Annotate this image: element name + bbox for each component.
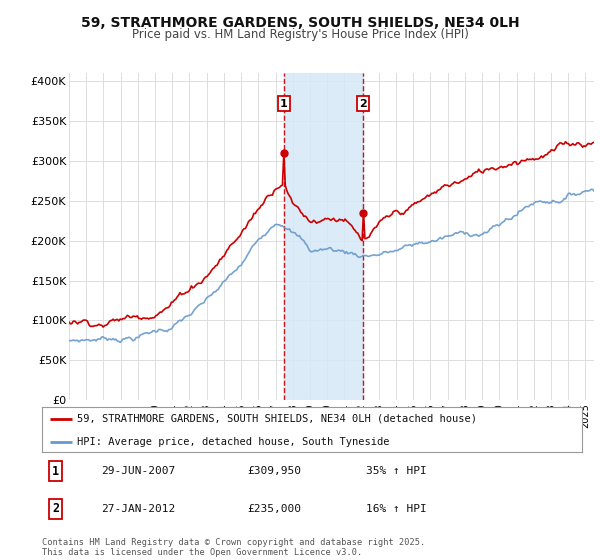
Text: 27-JAN-2012: 27-JAN-2012 [101, 504, 176, 514]
Text: 2: 2 [52, 502, 59, 515]
Text: £309,950: £309,950 [247, 466, 301, 476]
Text: 1: 1 [280, 99, 288, 109]
Text: 29-JUN-2007: 29-JUN-2007 [101, 466, 176, 476]
Text: Price paid vs. HM Land Registry's House Price Index (HPI): Price paid vs. HM Land Registry's House … [131, 28, 469, 41]
Text: Contains HM Land Registry data © Crown copyright and database right 2025.
This d: Contains HM Land Registry data © Crown c… [42, 538, 425, 557]
Text: 16% ↑ HPI: 16% ↑ HPI [366, 504, 427, 514]
Text: £235,000: £235,000 [247, 504, 301, 514]
Text: 1: 1 [52, 465, 59, 478]
Text: HPI: Average price, detached house, South Tyneside: HPI: Average price, detached house, Sout… [77, 437, 389, 447]
Bar [284, 73, 363, 400]
Text: 35% ↑ HPI: 35% ↑ HPI [366, 466, 427, 476]
Text: 59, STRATHMORE GARDENS, SOUTH SHIELDS, NE34 0LH: 59, STRATHMORE GARDENS, SOUTH SHIELDS, N… [80, 16, 520, 30]
Text: 59, STRATHMORE GARDENS, SOUTH SHIELDS, NE34 0LH (detached house): 59, STRATHMORE GARDENS, SOUTH SHIELDS, N… [77, 414, 477, 424]
Text: 2: 2 [359, 99, 367, 109]
